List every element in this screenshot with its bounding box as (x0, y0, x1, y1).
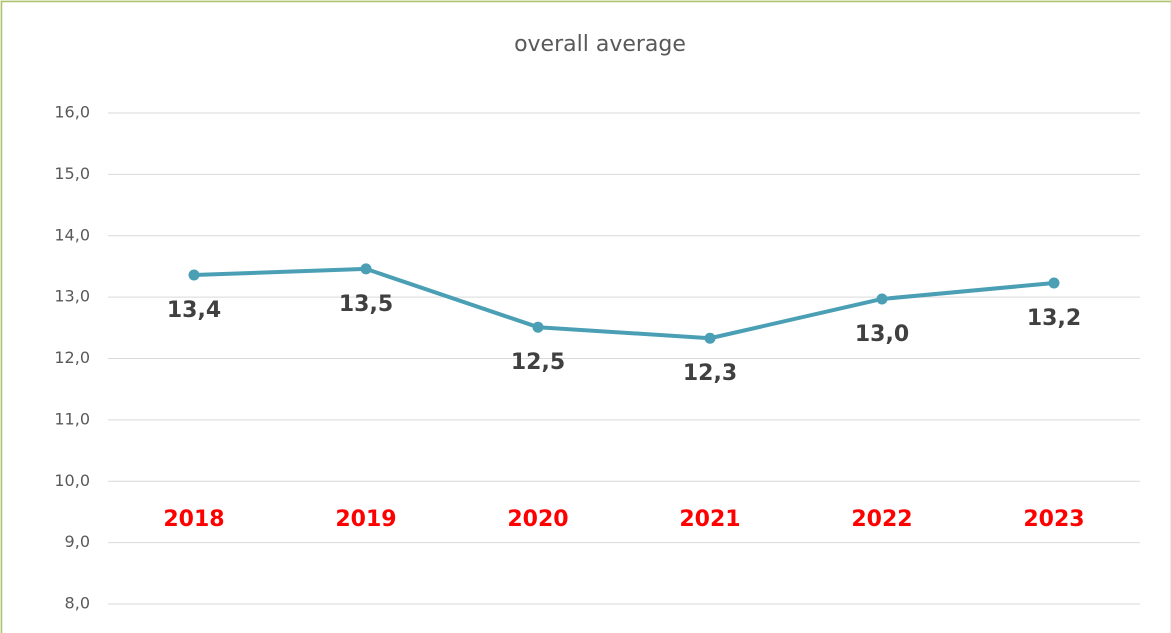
data-label: 12,5 (511, 350, 565, 375)
data-label: 13,4 (167, 298, 221, 323)
data-label: 13,2 (1027, 306, 1081, 331)
data-label: 12,3 (683, 361, 737, 386)
y-tick-label: 9,0 (65, 532, 90, 551)
y-tick-label: 15,0 (54, 164, 90, 183)
data-label: 13,5 (339, 292, 393, 317)
x-tick-label: 2022 (851, 507, 912, 532)
y-tick-label: 11,0 (54, 409, 90, 428)
y-tick-label: 12,0 (54, 348, 90, 367)
data-point (1048, 277, 1060, 289)
data-label: 13,0 (855, 322, 909, 347)
y-tick-label: 8,0 (65, 594, 90, 613)
x-tick-label: 2020 (507, 507, 568, 532)
data-point (532, 321, 544, 333)
data-line (193, 266, 1055, 341)
y-tick-label: 16,0 (54, 103, 90, 122)
x-tick-label: 2023 (1023, 507, 1084, 532)
x-tick-label: 2021 (679, 507, 740, 532)
y-tick-label: 14,0 (54, 225, 90, 244)
chart-title: overall average (514, 32, 686, 57)
y-tick-label: 13,0 (54, 287, 90, 306)
data-point (188, 269, 200, 281)
data-point (360, 263, 372, 275)
y-tick-label: 10,0 (54, 471, 90, 490)
x-tick-label: 2018 (163, 507, 224, 532)
data-point (704, 332, 716, 344)
x-tick-label: 2019 (335, 507, 396, 532)
data-point (876, 293, 888, 305)
